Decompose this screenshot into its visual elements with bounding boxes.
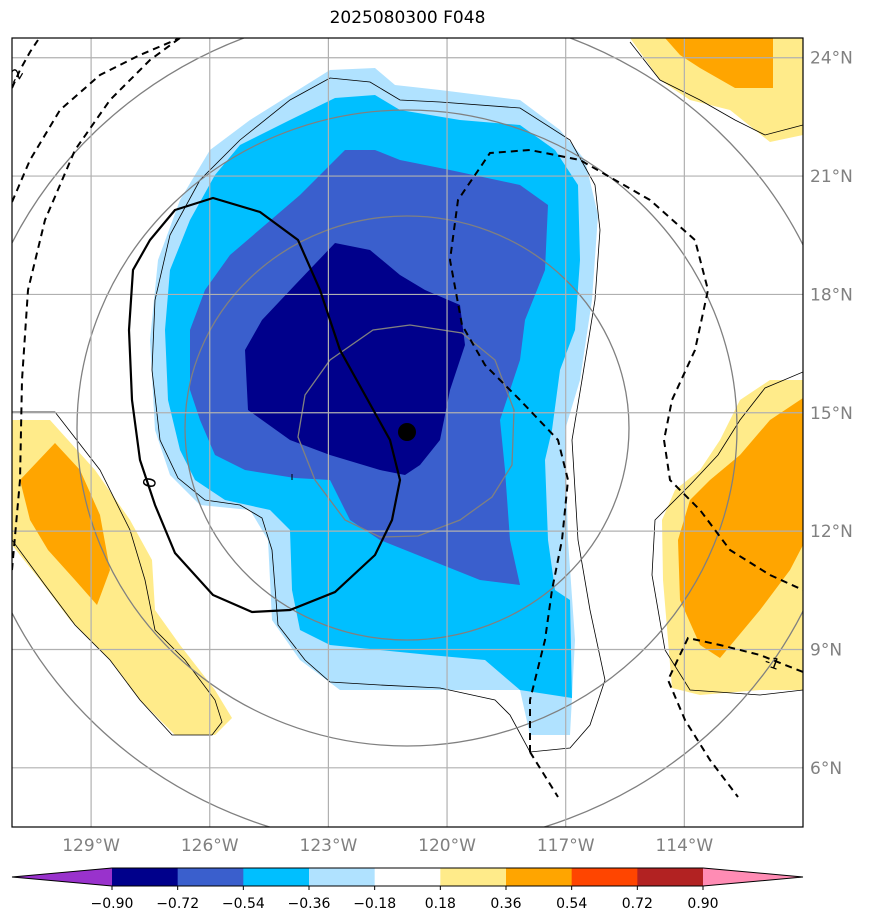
outline-pos-east <box>651 371 803 696</box>
colorbar-tick-label: 0.90 <box>687 896 718 912</box>
storm-center-marker <box>398 423 416 441</box>
lat-tick-label: 24°N <box>810 49 853 69</box>
contour-dashed-se <box>666 636 803 798</box>
contour-dashed-nw-corner <box>12 39 39 89</box>
range-rings <box>12 38 803 827</box>
range-ring-2 <box>184 215 630 641</box>
colorbar-tick-label: −0.72 <box>156 896 199 912</box>
longitude-labels: 129°W 126°W 123°W 120°W 117°W 114°W <box>62 836 713 856</box>
map-frame <box>11 37 804 828</box>
grid-lines <box>12 38 803 827</box>
lat-tick-label: 15°N <box>810 404 853 424</box>
outline-pos-west <box>12 411 223 736</box>
map-area: 0 -2 -1 <box>4 38 803 827</box>
colorbar-tick-label: −0.36 <box>288 896 331 912</box>
chart-title: 2025080300 F048 <box>329 8 486 28</box>
colorbar-tick-label: −0.54 <box>222 896 265 912</box>
colorbar-extend-min <box>12 868 112 886</box>
lon-tick-label: 129°W <box>62 836 120 856</box>
colorbar-segment <box>440 868 507 886</box>
shade-orange-west <box>20 443 110 605</box>
latitude-labels: 24°N 21°N 18°N 15°N 12°N 9°N 6°N <box>810 49 853 779</box>
lon-tick-label: 123°W <box>300 836 358 856</box>
colorbar: −0.90 −0.72 −0.54 −0.36 −0.18 0.18 0.36 0.54 0.7… <box>11 867 804 912</box>
contour-dashed-far-west <box>12 38 181 203</box>
lon-tick-label: 126°W <box>181 836 239 856</box>
colorbar-segment <box>309 868 376 886</box>
colorbar-tick-label: 0.72 <box>622 896 653 912</box>
colorbar-segment <box>571 868 638 886</box>
dashed-contours <box>12 38 803 798</box>
lat-tick-label: 9°N <box>810 640 842 660</box>
contour-label-zero: 0 <box>140 475 162 490</box>
lat-tick-label: 21°N <box>810 167 853 187</box>
colorbar-tick-label: 0.18 <box>425 896 456 912</box>
contour-label-neg1: -1 <box>762 652 782 674</box>
lon-tick-label: 117°W <box>537 836 595 856</box>
shade-orange-ne <box>665 38 773 88</box>
colorbar-segment <box>112 868 179 886</box>
contour-dashed-west <box>12 38 181 571</box>
colorbar-segment <box>243 868 310 886</box>
contour-label-neg2: -2 <box>4 65 27 87</box>
lat-tick-label: 6°N <box>810 759 842 779</box>
contour-dashed-south <box>529 751 559 798</box>
lat-tick-label: 12°N <box>810 522 853 542</box>
colorbar-segment <box>177 868 244 886</box>
colorbar-tick-label: −0.90 <box>91 896 134 912</box>
contour-zero-solid <box>127 196 402 614</box>
outline-pos-ne <box>629 41 803 136</box>
colorbar-tick-label: 0.54 <box>556 896 587 912</box>
range-ring-1 <box>297 324 515 538</box>
outline-neg-thin <box>151 77 606 753</box>
colorbar-segment <box>637 868 704 886</box>
colorbar-extend-max <box>703 868 803 886</box>
colorbar-segment <box>374 868 441 886</box>
lat-tick-label: 18°N <box>810 285 853 305</box>
lon-tick-label: 114°W <box>655 836 713 856</box>
colorbar-tick-label: 0.36 <box>490 896 521 912</box>
shade-navy <box>245 243 465 475</box>
colorbar-segment <box>506 868 573 886</box>
lon-tick-label: 120°W <box>418 836 476 856</box>
range-ring-3 <box>76 109 738 747</box>
shade-orange-east <box>678 398 803 658</box>
colorbar-tick-label: −0.18 <box>353 896 396 912</box>
